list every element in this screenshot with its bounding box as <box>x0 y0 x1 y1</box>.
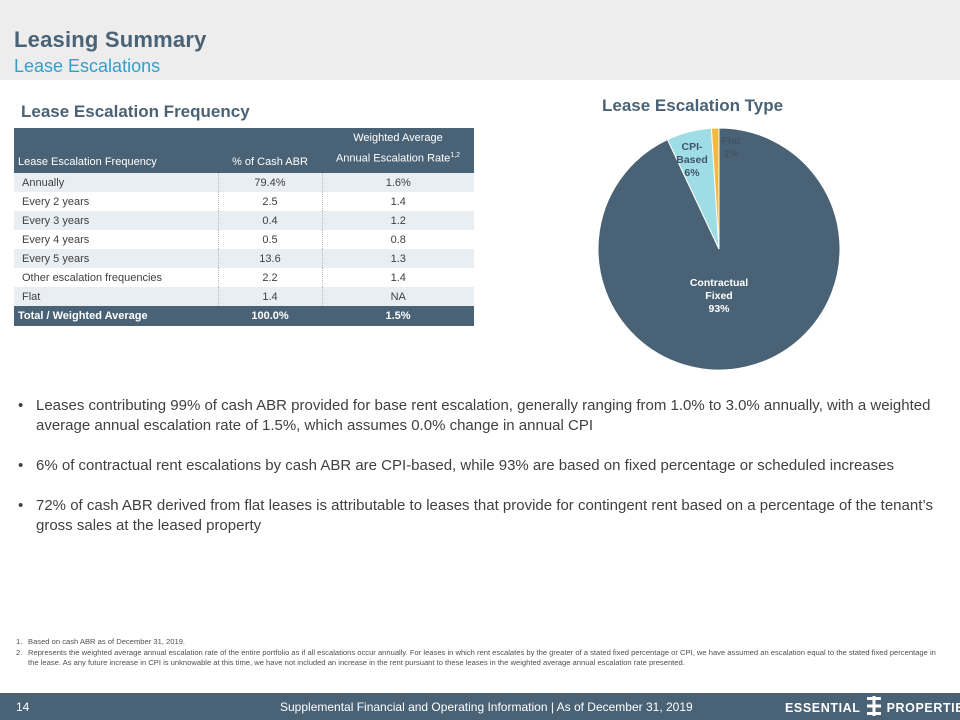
frequency-section-title: Lease Escalation Frequency <box>21 102 250 121</box>
footnote-text: Based on cash ABR as of December 31, 201… <box>28 637 186 646</box>
cell-total-cash-abr: 100.0% <box>218 306 322 326</box>
pie-label-contractual-fixed: Contractual Fixed 93% <box>690 277 748 315</box>
column-header-escalation-rate: Weighted Average Annual Escalation Rate1… <box>322 128 474 173</box>
footnotes: 1. Based on cash ABR as of December 31, 2… <box>16 637 946 669</box>
table-total-row: Total / Weighted Average 100.0% 1.5% <box>14 306 474 326</box>
cell-cash-abr: 1.4 <box>217 287 323 306</box>
cell-total-label: Total / Weighted Average <box>14 306 218 326</box>
cell-cash-abr: 79.4% <box>217 173 323 192</box>
bullet-text: 72% of cash ABR derived from flat leases… <box>36 497 933 534</box>
table-row: Every 4 years 0.5 0.8 <box>14 230 474 249</box>
column-header-escalation-rate-line2: Annual Escalation Rate <box>335 153 451 165</box>
pie-label-flat: Flat 1% <box>722 135 741 160</box>
bullet-list: • Leases contributing 99% of cash ABR pro… <box>18 396 938 556</box>
page-subtitle: Lease Escalations <box>14 56 161 76</box>
column-header-escalation-rate-line1: Weighted Average <box>353 132 443 145</box>
pie-slice-flat <box>710 127 720 250</box>
column-header-cash-abr: % of Cash ABR <box>218 128 322 173</box>
cell-frequency: Every 4 years <box>14 230 218 249</box>
logo-text-right: PROPERTIES <box>886 700 960 715</box>
table-row: Every 5 years 13.6 1.3 <box>14 249 474 268</box>
bullet-text: 6% of contractual rent escalations by ca… <box>36 457 894 474</box>
cell-frequency: Annually <box>14 173 218 192</box>
footnote: 1. Based on cash ABR as of December 31, 2… <box>16 637 946 648</box>
company-logo: ESSENTIAL PROPERTIES <box>785 696 960 719</box>
bullet-item: • 6% of contractual rent escalations by c… <box>18 456 938 476</box>
bullet-item: • Leases contributing 99% of cash ABR pro… <box>18 396 938 436</box>
cell-frequency: Other escalation frequencies <box>14 268 218 287</box>
cell-escalation-rate: 1.3 <box>322 249 474 268</box>
escalation-type-pie-chart: Contractual Fixed 93% CPI-Based 6% Flat 1% <box>597 127 841 371</box>
cell-frequency: Every 3 years <box>14 211 218 230</box>
cell-cash-abr: 0.5 <box>217 230 323 249</box>
table-row: Every 3 years 0.4 1.2 <box>14 211 474 230</box>
bullet-glyph: • <box>18 497 24 514</box>
cell-escalation-rate: 0.8 <box>322 230 474 249</box>
table-row: Other escalation frequencies 2.2 1.4 <box>14 268 474 287</box>
table-row: Annually 79.4% 1.6% <box>14 173 474 192</box>
page-title: Leasing Summary <box>14 27 207 52</box>
footnote: 2. Represents the weighted average annual… <box>16 648 946 669</box>
table-row: Every 2 years 2.5 1.4 <box>14 192 474 211</box>
cell-cash-abr: 2.2 <box>217 268 323 287</box>
table-header-row: Lease Escalation Frequency % of Cash ABR… <box>14 128 474 173</box>
cell-escalation-rate: NA <box>322 287 474 306</box>
footnote-text: Represents the weighted average annual e… <box>28 647 936 668</box>
footnote-number: 1. <box>16 637 23 646</box>
table-body: Annually 79.4% 1.6% Every 2 years 2.5 1.4 Ever… <box>14 173 474 326</box>
bullet-item: • 72% of cash ABR derived from flat lease… <box>18 496 938 536</box>
cell-frequency: Flat <box>14 287 218 306</box>
pie-label-cpi-based: CPI-Based 6% <box>676 141 708 179</box>
footer-text: Supplemental Financial and Operating Inf… <box>280 700 693 714</box>
logo-mark-icon <box>866 696 881 719</box>
bullet-glyph: • <box>18 397 24 414</box>
column-header-frequency: Lease Escalation Frequency <box>14 128 218 173</box>
cell-frequency: Every 5 years <box>14 249 218 268</box>
type-section-title: Lease Escalation Type <box>602 96 784 115</box>
cell-frequency: Every 2 years <box>14 192 218 211</box>
footnote-number: 2. <box>16 647 23 657</box>
cell-total-escalation-rate: 1.5% <box>322 306 474 326</box>
bullet-glyph: • <box>18 457 24 474</box>
footer-band: 14 Supplemental Financial and Operating … <box>0 693 960 720</box>
footnote-ref: 1,2 <box>450 152 461 160</box>
table-row: Flat 1.4 NA <box>14 287 474 306</box>
bullet-text: Leases contributing 99% of cash ABR prov… <box>36 397 931 434</box>
logo-text-left: ESSENTIAL <box>785 700 861 715</box>
cell-escalation-rate: 1.4 <box>322 192 474 211</box>
escalation-frequency-table: Lease Escalation Frequency % of Cash ABR… <box>14 128 474 326</box>
header-band: Leasing Summary Lease Escalations <box>0 0 960 80</box>
cell-escalation-rate: 1.2 <box>322 211 474 230</box>
cell-cash-abr: 13.6 <box>217 249 323 268</box>
cell-cash-abr: 2.5 <box>217 192 323 211</box>
page-number: 14 <box>16 700 30 714</box>
cell-escalation-rate: 1.6% <box>322 173 474 192</box>
cell-cash-abr: 0.4 <box>217 211 323 230</box>
cell-escalation-rate: 1.4 <box>322 268 474 287</box>
